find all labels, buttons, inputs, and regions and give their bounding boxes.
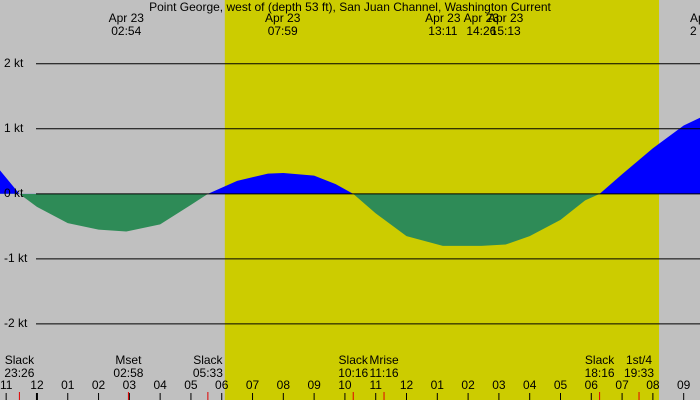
event-time: 02:58 xyxy=(113,366,143,380)
event-label: Mset xyxy=(115,353,142,367)
x-tick-label: 06 xyxy=(215,378,229,392)
y-tick-label: -1 kt xyxy=(4,251,28,265)
x-tick-label: 02 xyxy=(92,378,106,392)
peak-date: Apr 23 xyxy=(109,11,145,25)
flood-area xyxy=(0,117,700,194)
x-tick-label: 02 xyxy=(461,378,475,392)
event-label: 1st/4 xyxy=(626,353,652,367)
x-tick-label: 04 xyxy=(153,378,167,392)
x-tick-label: 10 xyxy=(338,378,352,392)
peak-date: Apr 23 xyxy=(425,11,461,25)
x-tick-label: 05 xyxy=(184,378,198,392)
x-tick-label: 08 xyxy=(277,378,291,392)
x-tick-label: 12 xyxy=(30,378,44,392)
x-tick-label: 07 xyxy=(615,378,629,392)
x-tick-label: 11 xyxy=(0,378,13,392)
event-label: Mrise xyxy=(369,353,399,367)
x-tick-label: 05 xyxy=(554,378,568,392)
peak-time: 02:54 xyxy=(111,24,141,38)
x-tick-label: 01 xyxy=(61,378,75,392)
peak-time: 07:59 xyxy=(268,24,298,38)
x-tick-label: 08 xyxy=(646,378,660,392)
x-tick-label: 12 xyxy=(400,378,414,392)
event-time: 05:33 xyxy=(193,366,223,380)
chart-title: Point George, west of (depth 53 ft), San… xyxy=(149,0,551,14)
event-label: Slack xyxy=(193,353,223,367)
event-time: 11:16 xyxy=(369,366,398,380)
ebb-area xyxy=(19,193,600,246)
y-tick-label: 0 kt xyxy=(4,186,24,200)
x-tick-label: 07 xyxy=(246,378,260,392)
x-tick-label: 09 xyxy=(307,378,321,392)
peak-time: 13:11 xyxy=(428,24,457,38)
peak-date: Ap xyxy=(690,11,700,25)
peak-time: 2 xyxy=(690,24,697,38)
event-time: 19:33 xyxy=(624,366,654,380)
peak-date: Apr 23 xyxy=(488,11,524,25)
event-label: Slack xyxy=(585,353,615,367)
event-time: 18:16 xyxy=(585,366,615,380)
peak-date: Apr 23 xyxy=(265,11,301,25)
x-tick-label: 03 xyxy=(492,378,506,392)
x-tick-label: 11 xyxy=(369,378,382,392)
peak-time: 15:13 xyxy=(491,24,521,38)
x-tick-label: 03 xyxy=(123,378,137,392)
x-tick-label: 04 xyxy=(523,378,537,392)
peak-date: Apr 23 xyxy=(464,11,500,25)
peak-time: 14:26 xyxy=(466,24,496,38)
event-label: Slack xyxy=(5,353,35,367)
y-tick-label: 1 kt xyxy=(4,121,24,135)
y-tick-label: -2 kt xyxy=(4,316,28,330)
x-tick-label: 06 xyxy=(585,378,599,392)
y-tick-label: 2 kt xyxy=(4,56,24,70)
x-tick-label: 09 xyxy=(677,378,691,392)
event-time: 10:16 xyxy=(338,366,368,380)
x-tick-label: 01 xyxy=(431,378,445,392)
event-time: 23:26 xyxy=(4,366,34,380)
event-label: Slack xyxy=(339,353,369,367)
